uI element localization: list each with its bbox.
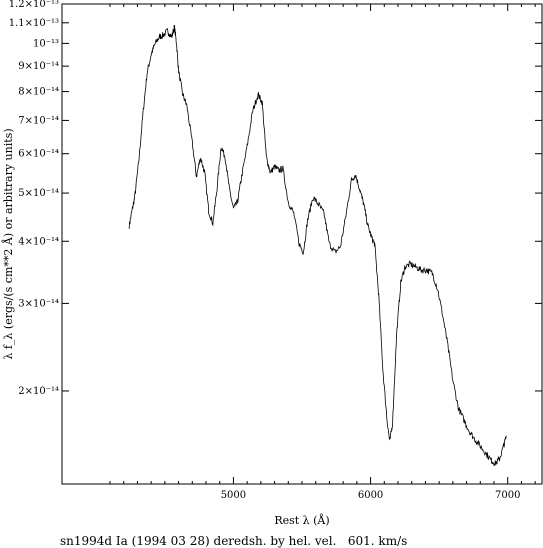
- y-tick-label: 8×10⁻¹⁴: [18, 87, 59, 98]
- y-axis-ticks: 2×10⁻¹⁴ 3×10⁻¹⁴ 4×10⁻¹⁴ 5×10⁻¹⁴ 6×10⁻¹⁴ 7×10⁻…: [9, 0, 542, 397]
- plot-frame: [61, 3, 543, 485]
- y-tick-label: 3×10⁻¹⁴: [18, 298, 59, 309]
- y-tick-label: 9×10⁻¹⁴: [18, 61, 59, 72]
- y-tick-label: 2×10⁻¹⁴: [18, 386, 59, 397]
- x-tick-label: 6000: [358, 490, 383, 501]
- y-tick-label: 1.1×10⁻¹³: [9, 18, 59, 29]
- spectrum-caption: sn1994d Ia (1994 03 28) deredsh. by hel.…: [60, 534, 408, 548]
- y-tick-label: 4×10⁻¹⁴: [18, 236, 59, 247]
- y-tick-label: 7×10⁻¹⁴: [18, 115, 59, 126]
- y-axis-label: λ f_λ (ergs/(s cm**2 Å) or arbitrary uni…: [1, 128, 15, 359]
- y-tick-label: 1.2×10⁻¹³: [9, 0, 59, 10]
- x-axis-label: Rest λ (Å): [274, 513, 329, 527]
- x-axis-ticks: 5000 6000 7000: [109, 4, 536, 501]
- y-tick-label: 6×10⁻¹⁴: [18, 149, 59, 160]
- spectrum-line: [128, 24, 507, 467]
- y-tick-label: 5×10⁻¹⁴: [18, 188, 59, 199]
- y-tick-label: 10⁻¹³: [33, 38, 59, 49]
- x-tick-label: 7000: [495, 490, 520, 501]
- x-tick-label: 5000: [221, 490, 246, 501]
